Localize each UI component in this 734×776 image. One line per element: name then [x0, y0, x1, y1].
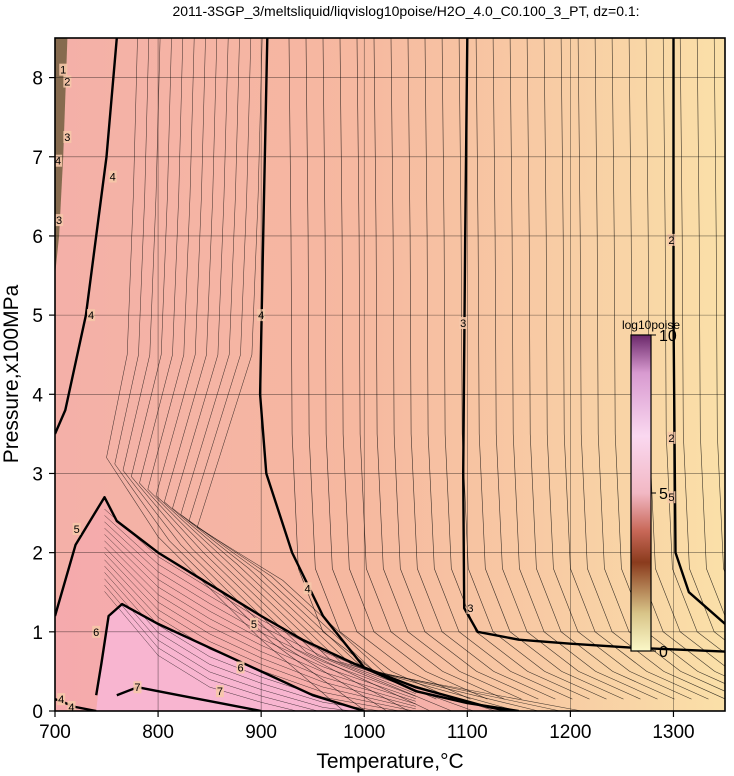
contour-label: 4: [304, 583, 310, 595]
thin-contour: [104, 572, 382, 711]
contour-label-bg: [215, 685, 224, 698]
x-tick-label: 900: [245, 722, 277, 743]
contour-label-bg: [55, 154, 63, 167]
x-tick-label: 800: [142, 722, 174, 743]
major-contour-7: [116, 686, 262, 711]
contour-label: 3: [460, 318, 466, 330]
thin-contour: [104, 591, 298, 711]
contour-label: 4: [68, 702, 74, 714]
contour-label: 5: [668, 492, 674, 504]
chart-title: 2011-3SGP_3/meltsliquid/liqvislog10poise…: [172, 3, 639, 19]
contour-label-bg: [466, 602, 475, 615]
y-tick-label: 4: [32, 385, 43, 406]
colorbar-title: log10poise: [622, 318, 680, 332]
thin-contour: [104, 521, 416, 697]
x-axis-label: Temperature,°C: [316, 750, 463, 773]
major-contour-5: [55, 496, 509, 711]
thin-contour: [104, 584, 319, 711]
thin-contour: [104, 508, 416, 692]
y-axis-label: Pressure,x100MPa: [0, 284, 23, 463]
contour-label: 3: [64, 132, 70, 144]
thin-contour: [104, 527, 416, 700]
x-tick-label: 1100: [447, 722, 488, 743]
contour-label-bg: [133, 681, 142, 694]
contour-label: 6: [237, 662, 243, 674]
contour-label: 2: [64, 77, 70, 89]
colorbar: [630, 334, 652, 652]
plot-frame: [54, 37, 726, 712]
contour-label: 3: [56, 215, 62, 227]
contour-label-bg: [459, 317, 468, 330]
contour-label: 5: [74, 524, 80, 536]
contour-label-bg: [249, 617, 258, 630]
contour-label-bg: [303, 582, 312, 595]
thin-contour: [130, 38, 409, 711]
contour-label-bg: [59, 63, 68, 76]
thin-contour: [122, 38, 388, 711]
y-tick-label: 0: [32, 702, 43, 723]
y-tick-label: 6: [32, 227, 43, 248]
thin-contour: [155, 38, 474, 711]
thin-contour: [104, 578, 354, 711]
x-tick-label: 1200: [549, 722, 591, 743]
contour-label-bg: [55, 214, 64, 227]
thin-contour: [114, 38, 366, 711]
thin-contour: [104, 565, 401, 711]
y-tick-label: 8: [32, 69, 43, 90]
y-tick-label: 1: [32, 623, 43, 644]
thin-contour: [104, 553, 416, 710]
x-tick-label: 1300: [652, 722, 694, 743]
contour-label-bg: [108, 170, 117, 183]
y-tick-label: 5: [32, 306, 43, 327]
contour-label: 7: [134, 682, 140, 694]
thin-contour: [172, 38, 517, 711]
y-tick-label: 3: [32, 464, 43, 485]
contour-label: 6: [93, 627, 99, 639]
y-tick-label: 7: [32, 148, 43, 169]
thin-contour: [139, 38, 431, 711]
contour-label-bg: [67, 701, 76, 711]
contour-label: 5: [251, 619, 257, 631]
thin-contour: [104, 546, 416, 707]
contour-label-bg: [63, 130, 72, 143]
x-tick-label: 1000: [343, 722, 385, 743]
contour-label-bg: [236, 661, 245, 674]
y-tick-label: 2: [32, 544, 43, 565]
contour-label: 3: [467, 603, 473, 615]
contour-label-bg: [72, 522, 81, 535]
contour-label: 1: [60, 65, 66, 77]
contour-label: 4: [55, 156, 61, 168]
colorbar-tick-label: 10: [659, 328, 677, 345]
contour-label-bg: [667, 233, 676, 246]
contour-label: 4: [58, 694, 64, 706]
thin-contour: [104, 515, 416, 694]
contour-label: 2: [668, 235, 674, 247]
thin-contour: [163, 38, 496, 711]
colorbar-tick-label: 5: [659, 486, 668, 503]
contour-label: 7: [217, 686, 223, 698]
colorbar-tick-label: 0: [659, 644, 668, 661]
contour-label: 4: [110, 172, 116, 184]
contour-label-bg: [667, 431, 676, 444]
contour-label: 4: [88, 310, 94, 322]
contour-label: 2: [668, 433, 674, 445]
contour-label-bg: [667, 491, 676, 504]
thin-contour: [147, 38, 452, 711]
contour-label-bg: [57, 693, 66, 706]
x-tick-label: 700: [39, 722, 71, 743]
contour-label-bg: [63, 75, 72, 88]
thin-contour: [104, 540, 416, 705]
